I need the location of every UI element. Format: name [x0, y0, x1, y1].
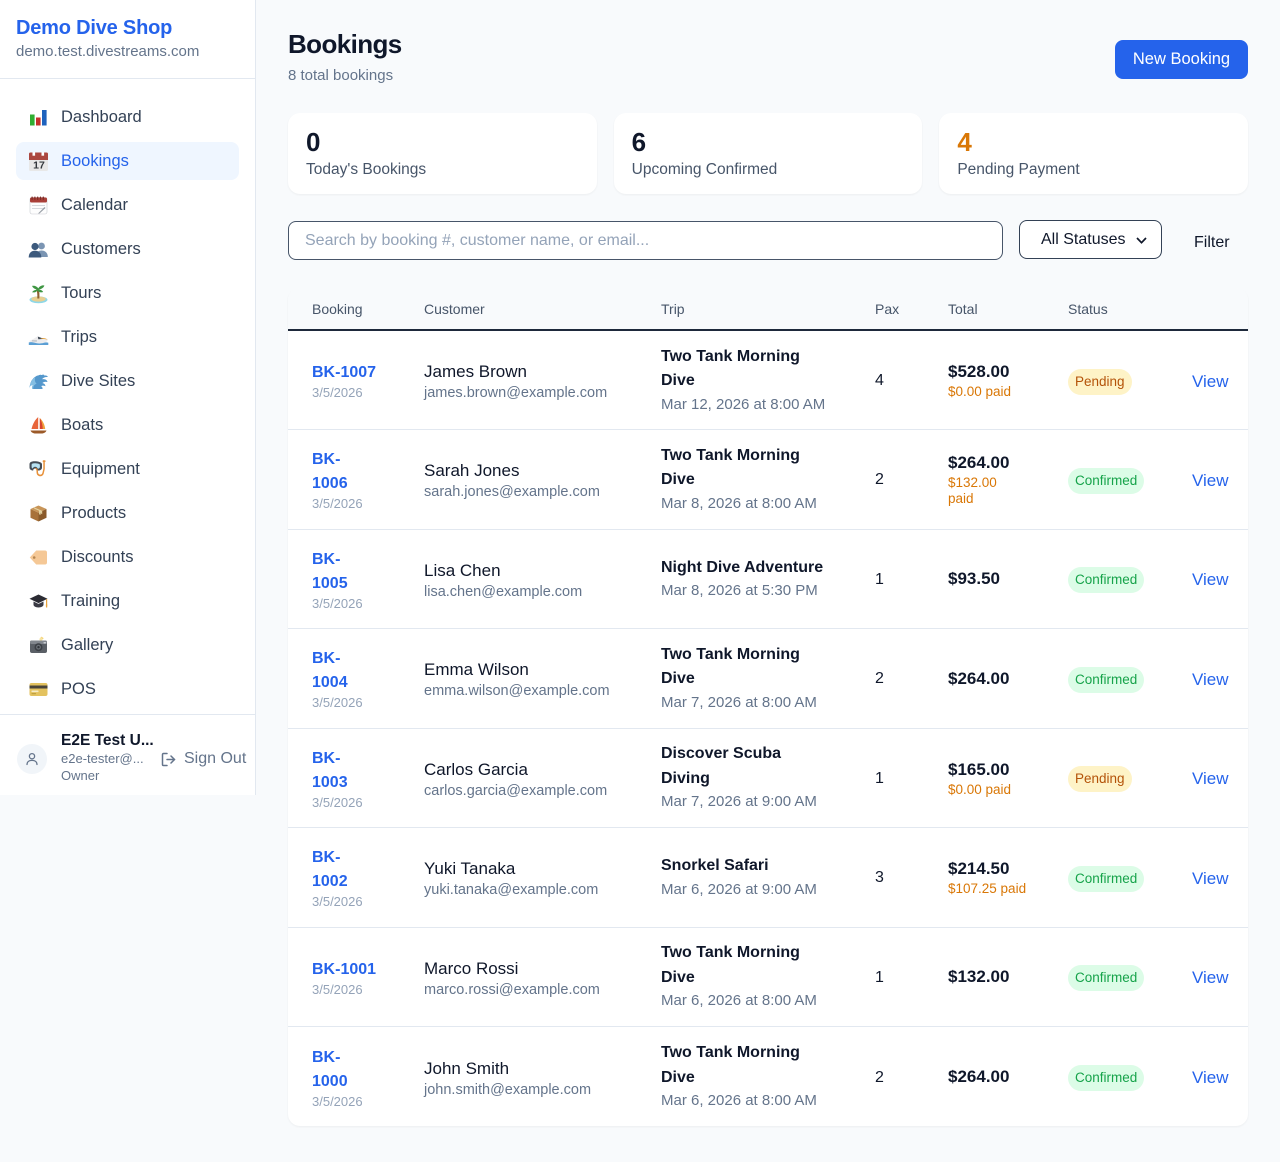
svg-text:17: 17	[33, 159, 45, 171]
